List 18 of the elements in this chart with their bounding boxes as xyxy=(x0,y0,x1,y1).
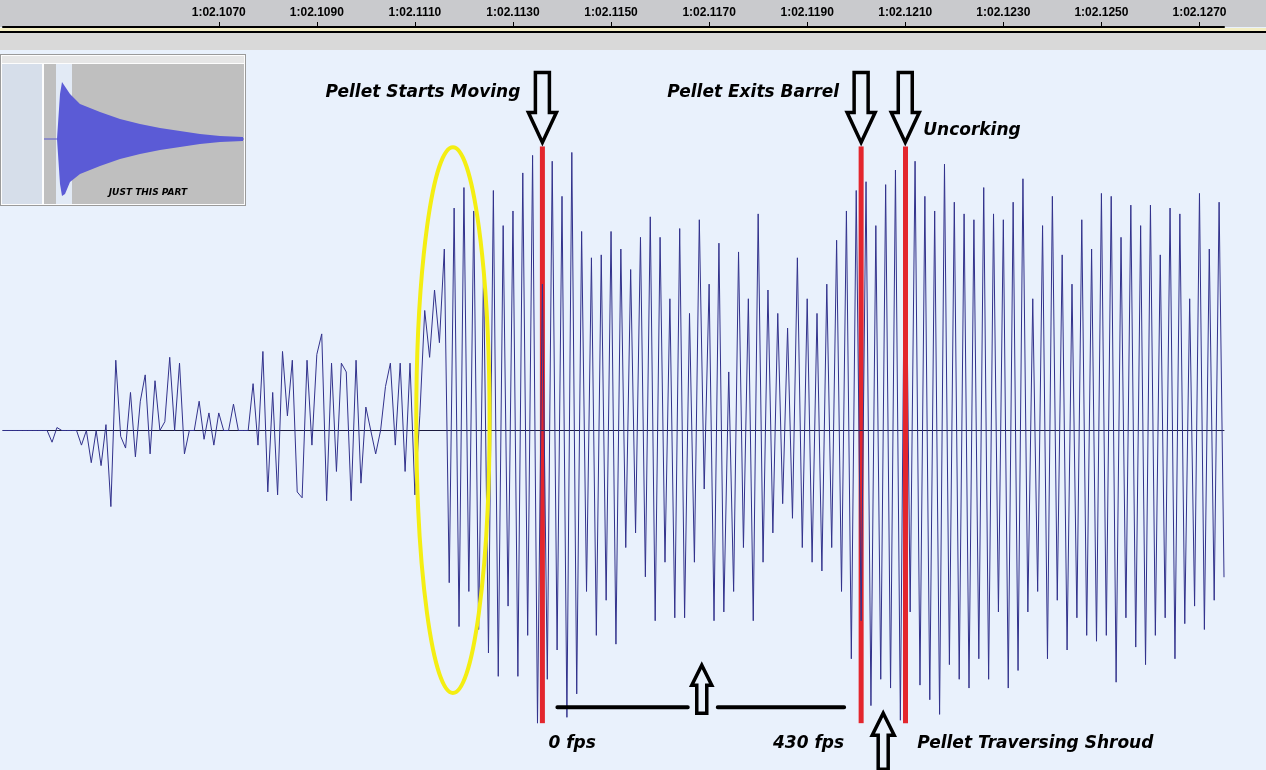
x-tick-label: 1:02.1250 xyxy=(1074,5,1129,19)
x-tick-label: 1:02.1070 xyxy=(191,5,247,19)
text: 430 fps xyxy=(773,732,845,753)
x-tick-label: 1:02.1190 xyxy=(780,5,835,19)
x-tick-label: 1:02.1270 xyxy=(1172,5,1227,19)
text: Pellet Starts Moving xyxy=(325,81,521,102)
text: Pellet Exits Barrel xyxy=(667,81,840,102)
x-tick-label: 1:02.1110 xyxy=(388,5,442,19)
text: Pellet Traversing Shroud xyxy=(917,732,1154,753)
x-tick-label: 1:02.1090 xyxy=(289,5,345,19)
annotation: JUST THIS PART xyxy=(108,186,188,198)
x-tick-label: 1:02.1130 xyxy=(486,5,540,19)
ref-line-label: Uncorking xyxy=(923,119,1021,141)
x-tick-label: 1:02.1150 xyxy=(584,5,639,19)
x-tick-label: 1:02.1170 xyxy=(682,5,737,19)
x-tick-label: 1:02.1210 xyxy=(878,5,933,19)
x-tick-label: 1:02.1230 xyxy=(976,5,1031,19)
text: 0 fps xyxy=(548,732,596,753)
